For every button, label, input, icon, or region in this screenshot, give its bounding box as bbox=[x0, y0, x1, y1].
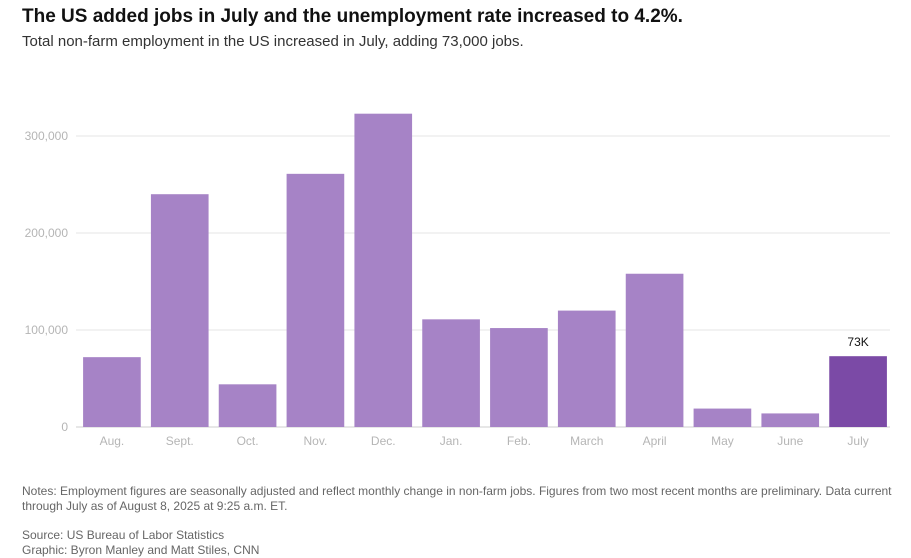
bar bbox=[422, 319, 480, 427]
x-tick-label: Oct. bbox=[237, 434, 259, 448]
bar bbox=[218, 384, 277, 427]
x-tick-label: Aug. bbox=[100, 434, 125, 448]
x-tick-label: Sept. bbox=[166, 434, 194, 448]
x-tick-label: April bbox=[643, 434, 667, 448]
chart-credit: Graphic: Byron Manley and Matt Stiles, C… bbox=[22, 543, 260, 557]
x-tick-label: Feb. bbox=[507, 434, 531, 448]
bar bbox=[83, 357, 141, 427]
bar bbox=[625, 273, 684, 427]
bar bbox=[150, 194, 209, 427]
y-tick-label: 0 bbox=[61, 420, 68, 434]
chart-notes: Notes: Employment figures are seasonally… bbox=[22, 484, 892, 513]
chart-subtitle: Total non-farm employment in the US incr… bbox=[22, 33, 524, 50]
bar bbox=[354, 113, 413, 427]
x-tick-label: Dec. bbox=[371, 434, 396, 448]
x-tick-label: Nov. bbox=[304, 434, 328, 448]
x-tick-label: May bbox=[711, 434, 734, 448]
bar bbox=[761, 413, 820, 427]
bar bbox=[829, 356, 887, 427]
x-tick-label: Jan. bbox=[440, 434, 463, 448]
bar bbox=[557, 310, 616, 427]
x-tick-label: March bbox=[570, 434, 603, 448]
y-tick-label: 100,000 bbox=[25, 323, 69, 337]
bar bbox=[693, 408, 752, 427]
data-label: 73K bbox=[847, 335, 868, 349]
chart-title: The US added jobs in July and the unempl… bbox=[22, 6, 683, 27]
bar bbox=[286, 173, 345, 427]
x-tick-label: June bbox=[777, 434, 803, 448]
bar-chart: 0 100,000 200,000 300,000 Aug. Sept. Oct. Nov. D… bbox=[25, 113, 890, 448]
chart-source: Source: US Bureau of Labor Statistics bbox=[22, 528, 225, 542]
bar bbox=[490, 328, 548, 427]
y-tick-label: 300,000 bbox=[25, 129, 69, 143]
y-tick-label: 200,000 bbox=[25, 226, 69, 240]
x-tick-label: July bbox=[847, 434, 868, 448]
